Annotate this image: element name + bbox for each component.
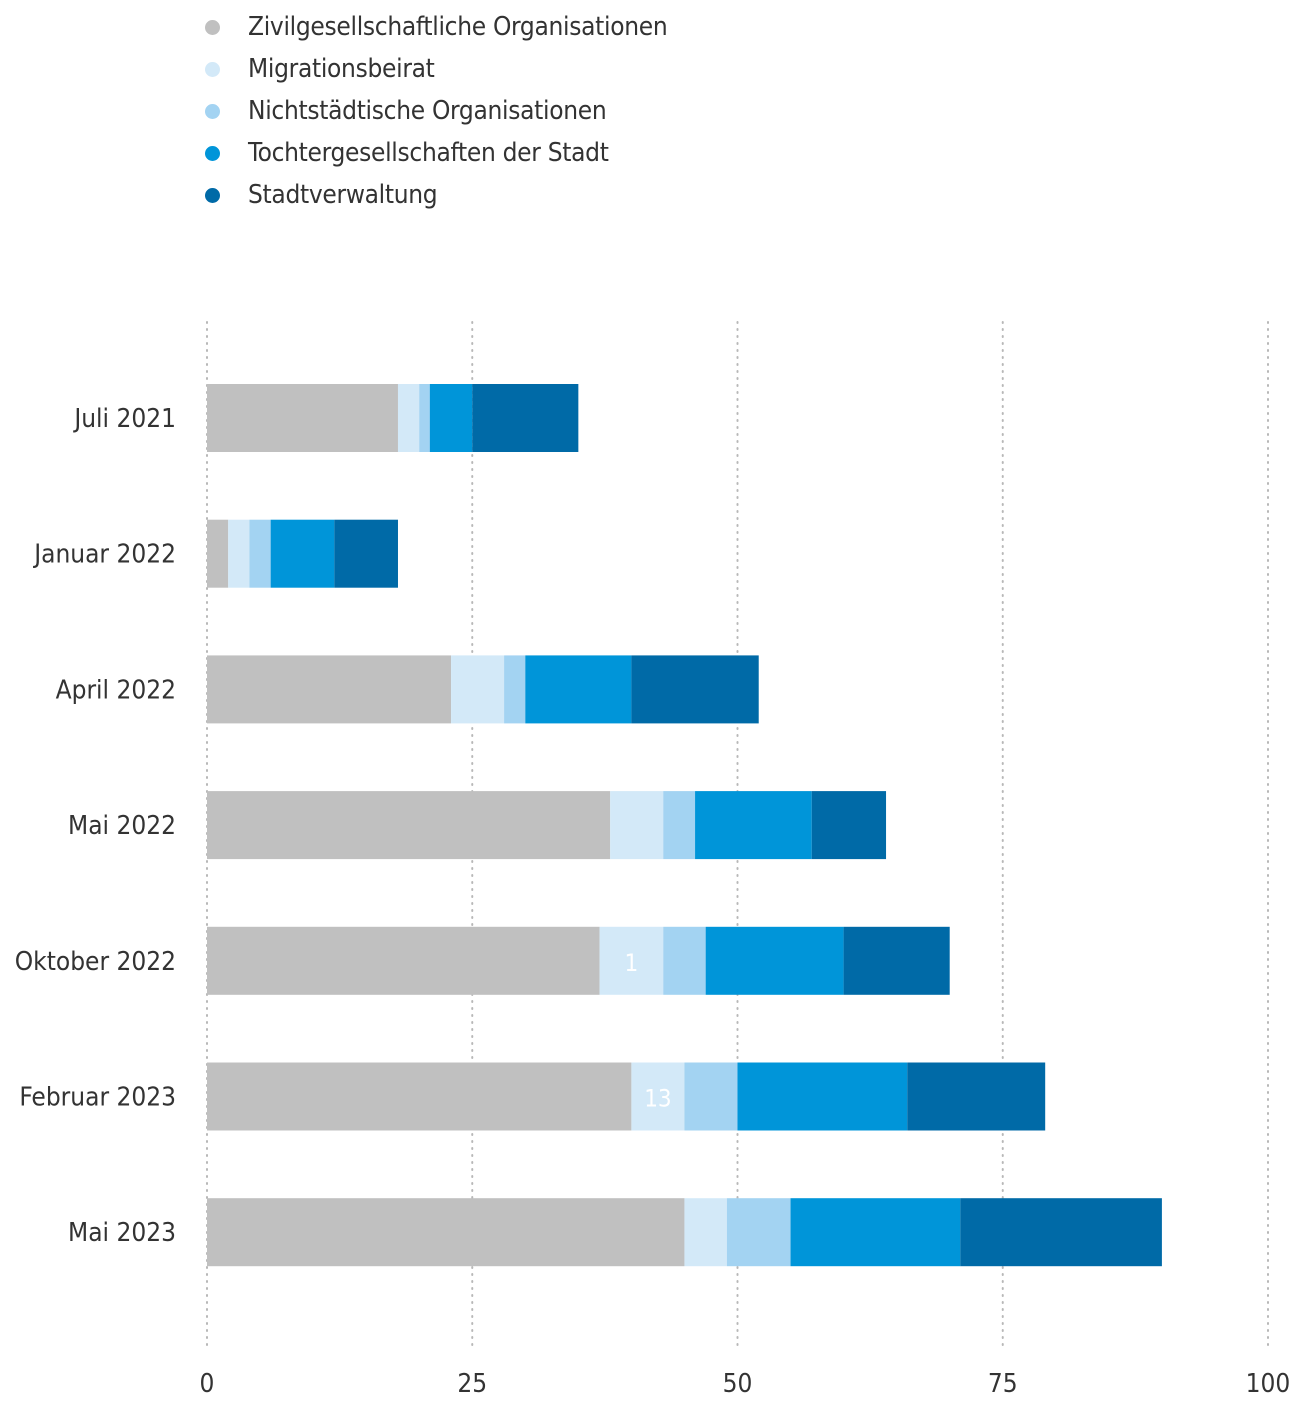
data-label: 13 [644,1085,671,1113]
legend-swatch [205,61,220,77]
bar-segment-nichtstaedtische-organisationen[interactable] [726,1198,791,1267]
legend-item-migrationsbeirat[interactable]: Migrationsbeirat [200,48,667,90]
x-tick-label: 100 [1246,1369,1291,1399]
bar-segment-nichtstaedtische-organisationen[interactable] [419,384,430,452]
legend-swatch [205,103,220,119]
bar-segment-stadtverwaltung[interactable] [472,384,579,452]
legend-item-stadtverwaltung[interactable]: Stadtverwaltung [200,174,667,216]
legend: Zivilgesellschaftliche Organisationen Mig… [200,6,668,216]
category-label: Januar 2022 [32,540,176,570]
bar-segment-tochtergesellschaften-der-stadt[interactable] [429,384,473,452]
bar-segment-tochtergesellschaften-der-stadt[interactable] [705,926,844,995]
bar-segment-stadtverwaltung[interactable] [334,519,398,588]
bar-segment-migrationsbeirat[interactable] [610,791,664,860]
legend-label: Nichtstädtische Organisationen [248,96,607,126]
legend-label: Zivilgesellschaftliche Organisationen [248,12,668,42]
bar-segment-zivilgesellschaftliche-organisationen[interactable] [207,519,229,588]
legend-swatch [205,187,220,203]
bar-segment-migrationsbeirat[interactable] [397,384,420,452]
category-label: Mai 2022 [68,811,176,841]
bar-row-januar-2022: Januar 2022 [32,519,398,588]
category-label: Oktober 2022 [15,947,176,977]
category-label: Juli 2021 [72,404,176,434]
bar-segment-nichtstaedtische-organisationen[interactable] [663,791,696,860]
bar-segment-tochtergesellschaften-der-stadt[interactable] [270,519,335,588]
bar-segment-stadtverwaltung[interactable] [907,1062,1046,1131]
bar-segment-stadtverwaltung[interactable] [631,655,759,724]
bars: Juli 2021 Januar 2022 April 2022 Mai 2022 Ok… [15,384,1162,1267]
bar-segment-nichtstaedtische-organisationen[interactable] [249,519,271,588]
bar-segment-nichtstaedtische-organisationen[interactable] [504,655,526,724]
bar-segment-migrationsbeirat[interactable] [228,519,250,588]
legend-item-nichtstaedtische-organisationen[interactable]: Nichtstädtische Organisationen [200,90,667,132]
bar-segment-stadtverwaltung[interactable] [960,1198,1162,1267]
bar-segment-migrationsbeirat[interactable] [599,926,664,995]
legend-swatch [205,145,220,161]
bar-row-mai-2022: Mai 2022 [68,791,887,860]
bar-segment-zivilgesellschaftliche-organisationen[interactable] [207,1198,685,1267]
bar-row-februar-2023: Februar 2023 13 [19,1062,1046,1131]
data-label: 1 [625,949,639,977]
bar-row-april-2022: April 2022 [56,655,759,724]
bar-segment-migrationsbeirat[interactable] [631,1062,685,1131]
bar-segment-zivilgesellschaftliche-organisationen[interactable] [207,926,600,995]
category-label: Februar 2023 [19,1083,176,1113]
bar-segment-stadtverwaltung[interactable] [811,791,887,860]
legend-item-zivilgesellschaftliche-organisationen[interactable]: Zivilgesellschaftliche Organisationen [200,6,668,48]
bar-segment-migrationsbeirat[interactable] [451,655,505,724]
bar-segment-zivilgesellschaftliche-organisationen[interactable] [207,1062,632,1131]
legend-swatch [205,19,220,35]
bar-segment-zivilgesellschaftliche-organisationen[interactable] [207,655,452,724]
category-label: April 2022 [56,675,176,705]
bar-segment-stadtverwaltung[interactable] [843,926,950,995]
bar-row-mai-2023: Mai 2023 [68,1198,1162,1267]
legend-label: Stadtverwaltung [248,180,438,210]
bar-segment-nichtstaedtische-organisationen[interactable] [684,1062,738,1131]
legend-item-tochtergesellschaften-der-stadt[interactable]: Tochtergesellschaften der Stadt [200,132,667,174]
bar-segment-tochtergesellschaften-der-stadt[interactable] [525,655,632,724]
bar-segment-tochtergesellschaften-der-stadt[interactable] [790,1198,961,1267]
legend-label: Migrationsbeirat [248,54,435,84]
bar-row-juli-2021: Juli 2021 [72,384,579,452]
x-tick-label: 0 [200,1369,215,1399]
legend-label: Tochtergesellschaften der Stadt [248,138,609,168]
bar-segment-zivilgesellschaftliche-organisationen[interactable] [207,791,611,860]
bar-row-oktober-2022: Oktober 2022 1 [15,926,950,995]
bar-segment-tochtergesellschaften-der-stadt[interactable] [695,791,812,860]
x-tick-label: 50 [723,1369,753,1399]
bar-segment-nichtstaedtische-organisationen[interactable] [663,926,706,995]
bar-segment-migrationsbeirat[interactable] [684,1198,727,1267]
x-tick-label: 75 [988,1369,1018,1399]
bar-segment-tochtergesellschaften-der-stadt[interactable] [737,1062,908,1131]
x-tick-label: 25 [457,1369,487,1399]
bar-segment-zivilgesellschaftliche-organisationen[interactable] [207,384,398,452]
category-label: Mai 2023 [68,1218,176,1248]
